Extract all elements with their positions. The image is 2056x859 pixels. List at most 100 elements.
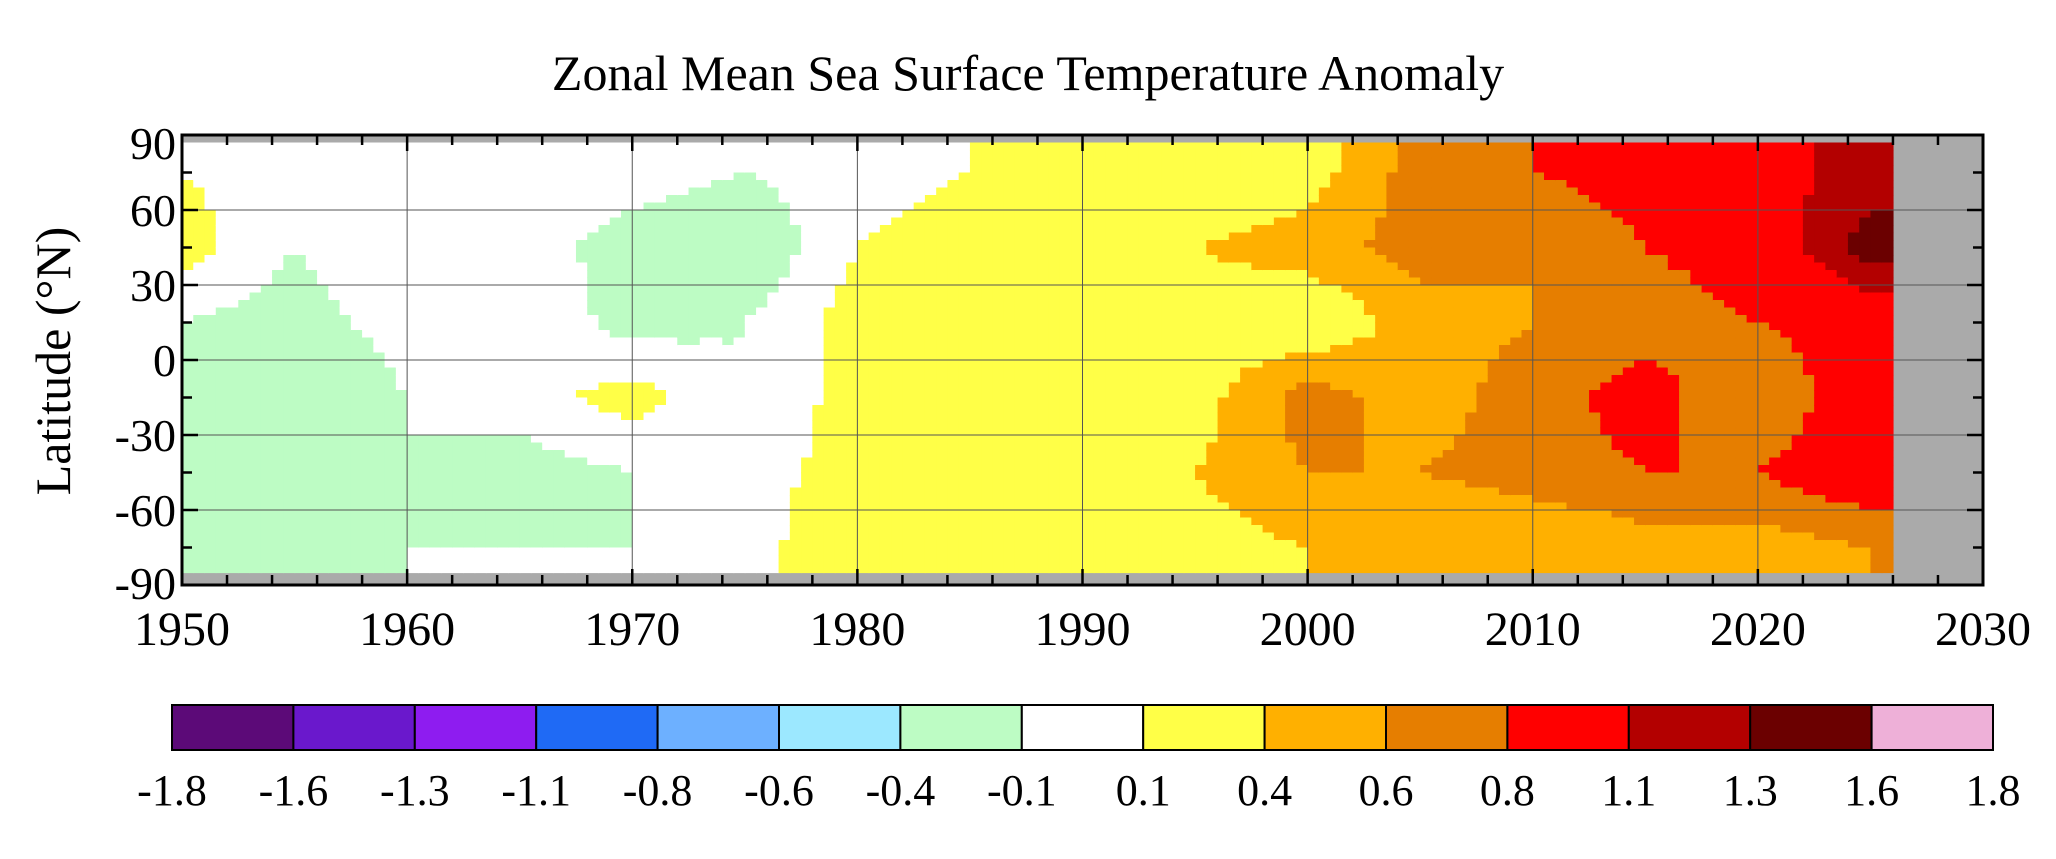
anomaly-cell	[924, 502, 937, 511]
anomaly-cell	[1071, 487, 1084, 496]
anomaly-cell	[756, 322, 768, 331]
anomaly-cell	[395, 315, 408, 324]
anomaly-cell	[1138, 142, 1151, 151]
anomaly-cell	[1116, 180, 1129, 189]
anomaly-cell	[902, 562, 915, 571]
anomaly-cell	[913, 532, 926, 541]
anomaly-cell	[227, 180, 239, 189]
anomaly-cell	[429, 315, 442, 324]
anomaly-cell	[699, 412, 712, 421]
anomaly-cell	[362, 330, 374, 339]
anomaly-cell	[272, 570, 284, 574]
anomaly-cell	[1105, 487, 1117, 496]
anomaly-cell	[260, 495, 273, 504]
anomaly-cell	[744, 330, 757, 339]
anomaly-cell	[283, 532, 296, 541]
anomaly-cell	[238, 427, 251, 436]
anomaly-cell	[182, 450, 194, 459]
anomaly-cell	[868, 487, 881, 496]
anomaly-cell	[553, 202, 566, 211]
anomaly-cell	[711, 157, 723, 166]
anomaly-cell	[924, 382, 937, 391]
anomaly-cell	[688, 187, 701, 196]
anomaly-cell	[947, 435, 960, 444]
anomaly-cell	[204, 187, 217, 196]
anomaly-cell	[553, 352, 566, 361]
anomaly-cell	[947, 150, 960, 159]
anomaly-cell	[317, 345, 329, 354]
anomaly-cell	[249, 532, 262, 541]
anomaly-cell	[756, 210, 768, 219]
anomaly-cell	[328, 187, 341, 196]
anomaly-cell	[530, 345, 543, 354]
anomaly-cell	[463, 187, 476, 196]
anomaly-cell	[778, 442, 791, 451]
anomaly-cell	[801, 262, 813, 271]
anomaly-cell	[497, 532, 510, 541]
anomaly-cell	[328, 367, 341, 376]
anomaly-cell	[215, 307, 228, 316]
anomaly-cell	[272, 247, 284, 256]
anomaly-cell	[868, 330, 881, 339]
anomaly-cell	[283, 390, 296, 399]
anomaly-cell	[677, 562, 690, 571]
anomaly-cell	[384, 435, 397, 444]
anomaly-cell	[587, 285, 600, 294]
anomaly-cell	[778, 457, 791, 466]
anomaly-cell	[688, 180, 701, 189]
anomaly-cell	[868, 165, 881, 174]
anomaly-cell	[305, 315, 318, 324]
anomaly-cell	[227, 322, 239, 331]
anomaly-cell	[519, 442, 532, 451]
anomaly-cell	[969, 255, 982, 264]
anomaly-cell	[440, 307, 453, 316]
anomaly-cell	[1082, 480, 1095, 489]
anomaly-cell	[789, 532, 802, 541]
anomaly-cell	[440, 180, 453, 189]
anomaly-cell	[362, 172, 374, 181]
anomaly-cell	[969, 547, 982, 556]
anomaly-cell	[654, 322, 667, 331]
anomaly-cell	[1014, 202, 1027, 211]
anomaly-cell	[407, 337, 419, 346]
anomaly-cell	[598, 225, 611, 234]
anomaly-cell	[227, 465, 239, 474]
anomaly-cell	[508, 330, 521, 339]
anomaly-cell	[587, 367, 600, 376]
anomaly-cell	[272, 217, 284, 226]
anomaly-cell	[474, 427, 487, 436]
anomaly-cell	[868, 232, 881, 241]
anomaly-cell	[609, 532, 622, 541]
anomaly-cell	[924, 202, 937, 211]
anomaly-cell	[958, 300, 971, 309]
anomaly-cell	[564, 210, 577, 219]
anomaly-cell	[204, 435, 217, 444]
anomaly-cell	[384, 285, 397, 294]
anomaly-cell	[778, 277, 791, 286]
anomaly-cell	[767, 345, 780, 354]
anomaly-cell	[609, 427, 622, 436]
anomaly-cell	[283, 375, 296, 384]
anomaly-cell	[519, 187, 532, 196]
anomaly-cell	[947, 547, 960, 556]
anomaly-cell	[902, 217, 915, 226]
anomaly-cell	[812, 427, 825, 436]
anomaly-cell	[620, 450, 633, 459]
anomaly-cell	[823, 405, 836, 414]
anomaly-cell	[542, 187, 555, 196]
anomaly-cell	[519, 277, 532, 286]
anomaly-cell	[801, 172, 813, 181]
anomaly-cell	[969, 150, 982, 159]
anomaly-cell	[643, 187, 656, 196]
anomaly-cell	[362, 540, 374, 549]
anomaly-cell	[1116, 172, 1129, 181]
anomaly-cell	[508, 352, 521, 361]
anomaly-cell	[182, 480, 194, 489]
anomaly-cell	[643, 300, 656, 309]
anomaly-cell	[1093, 495, 1106, 504]
anomaly-cell	[688, 517, 701, 526]
anomaly-cell	[756, 337, 768, 346]
anomaly-cell	[317, 487, 329, 496]
anomaly-cell	[992, 412, 1005, 421]
anomaly-cell	[440, 337, 453, 346]
